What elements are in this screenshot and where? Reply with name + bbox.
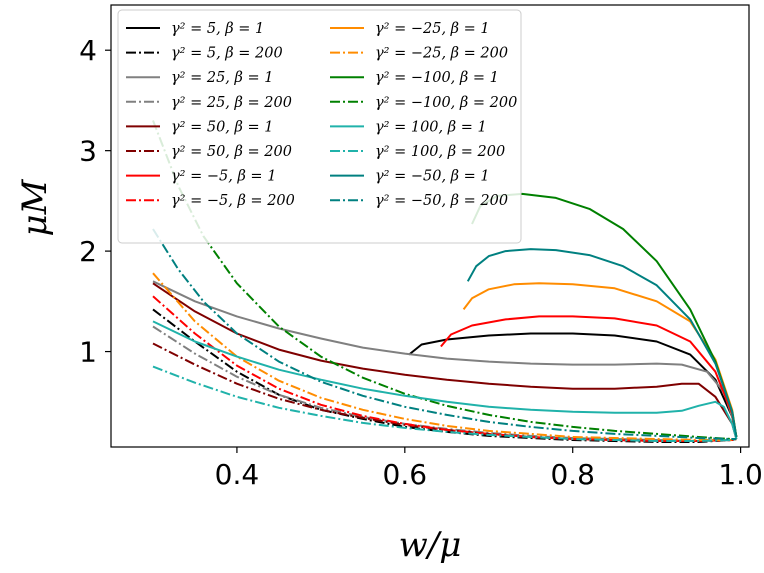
y-tick-label: 4 [79,34,97,67]
legend-label: γ² = −25, β = 200 [375,46,508,62]
series-line-5 [152,282,738,440]
series-line-13 [152,320,738,440]
legend-label: γ² = 50, β = 200 [171,144,292,160]
series-line-3 [152,280,738,438]
series-line-2 [152,308,737,443]
legend: γ² = 5, β = 1 γ² = 5, β = 200 γ² = 25, β =… [117,9,522,244]
y-tick-label: 1 [79,336,97,369]
legend-label: γ² = −50, β = 200 [375,193,508,209]
series-line-15 [466,248,738,438]
series-line-7 [440,315,738,438]
x-tick-label: 1.0 [718,458,763,491]
legend-label: γ² = −5, β = 200 [171,193,295,209]
x-tick-label: 0.4 [215,458,260,491]
legend-label: γ² = −5, β = 1 [171,169,276,185]
series-line-16 [152,228,737,440]
series-line-12 [152,120,737,440]
y-tick-label: 3 [79,135,97,168]
x-tick-label: 0.6 [383,458,428,491]
x-axis-label: w/μ [399,525,462,565]
series-line-14 [152,365,737,442]
series-line-10 [152,272,737,441]
y-tick-label: 2 [79,235,97,268]
y-axis-label: μM [15,178,55,236]
series-group [152,120,738,443]
legend-label: γ² = −25, β = 1 [375,21,490,37]
legend-label: γ² = 25, β = 1 [171,70,274,86]
x-tick-label: 0.8 [550,458,595,491]
ticks-group: 0.4 0.6 0.8 1.0 1 2 3 4 [79,34,763,491]
plot-frame [110,4,750,448]
legend-box [117,9,522,244]
legend-label: γ² = 100, β = 200 [375,144,505,160]
legend-label: γ² = 100, β = 1 [375,119,487,135]
legend-label: γ² = 5, β = 200 [171,46,283,62]
legend-label: γ² = 5, β = 1 [171,21,264,37]
legend-label: γ² = −100, β = 1 [375,70,499,86]
legend-label: γ² = 25, β = 200 [171,95,292,111]
legend-label: γ² = −100, β = 200 [375,95,517,111]
legend-label: γ² = −50, β = 1 [375,169,490,185]
series-line-8 [152,295,737,442]
legend-label: γ² = 50, β = 1 [171,119,274,135]
